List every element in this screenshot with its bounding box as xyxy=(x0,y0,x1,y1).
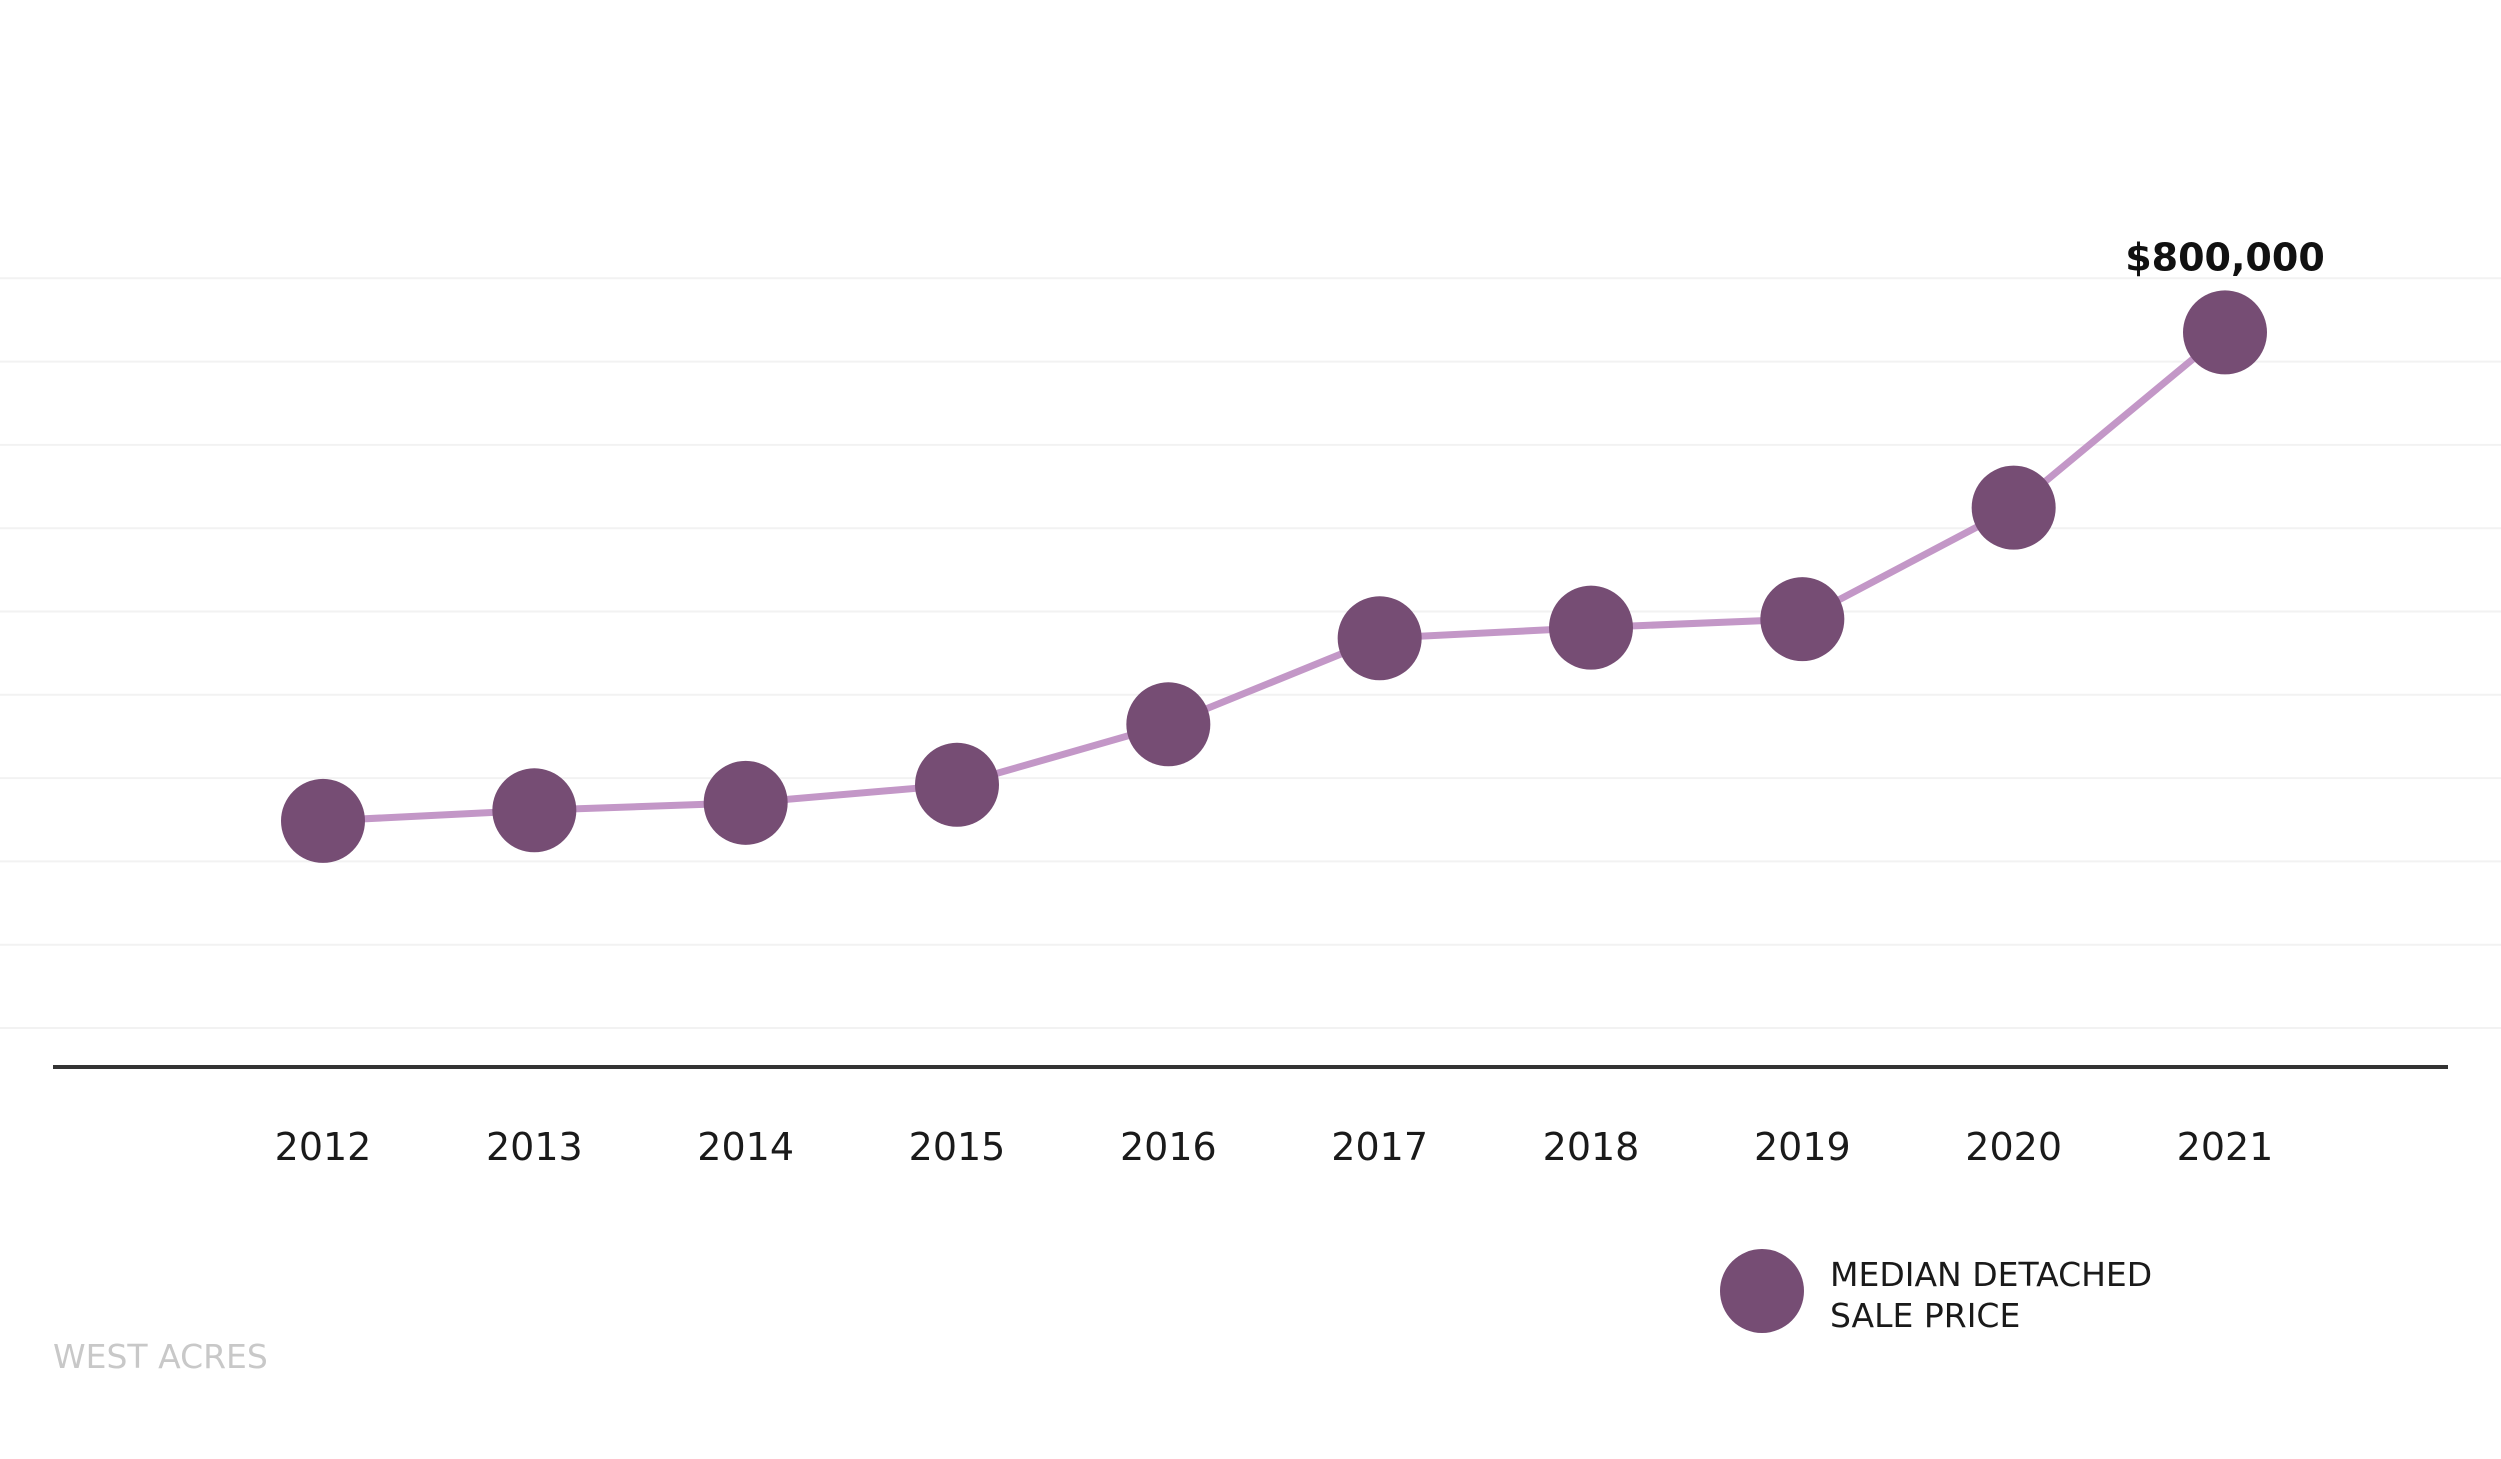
x-tick-label-2017: 2017 xyxy=(1331,1125,1428,1169)
x-tick-label-2014: 2014 xyxy=(697,1125,794,1169)
x-tick-label-2020: 2020 xyxy=(1965,1125,2062,1169)
legend-label-line-1: MEDIAN DETACHED xyxy=(1830,1255,2152,1294)
data-point-2014 xyxy=(703,760,788,845)
x-tick-label-2012: 2012 xyxy=(275,1125,372,1169)
x-tick-label-2013: 2013 xyxy=(486,1125,583,1169)
data-point-2019 xyxy=(1760,577,1845,662)
x-tick-label-2018: 2018 xyxy=(1543,1125,1640,1169)
series-line-median-detached-sale-price xyxy=(322,329,2228,825)
data-point-2016 xyxy=(1126,682,1211,767)
data-point-2021 xyxy=(2183,290,2267,375)
data-label-2021: $800,000 xyxy=(2125,235,2325,279)
legend-marker xyxy=(1720,1249,1804,1333)
x-tick-label-2015: 2015 xyxy=(909,1125,1006,1169)
x-tick-label-2019: 2019 xyxy=(1754,1125,1851,1169)
data-point-2015 xyxy=(915,742,999,827)
data-point-2013 xyxy=(492,768,577,853)
x-tick-labels: 2012 2013 2014 2015 2016 2017 2018 2019 2020 2021 xyxy=(275,1125,2274,1169)
legend: MEDIAN DETACHED SALE PRICE xyxy=(1720,1249,2152,1335)
watermark-west-acres: WEST ACRES xyxy=(53,1337,268,1376)
x-tick-label-2021: 2021 xyxy=(2177,1125,2274,1169)
gridlines xyxy=(0,277,2501,1029)
data-point-2017 xyxy=(1337,596,1422,681)
data-point-2012 xyxy=(281,778,365,863)
data-point-2018 xyxy=(1549,585,1633,670)
legend-label-line-2: SALE PRICE xyxy=(1830,1296,2020,1335)
data-markers xyxy=(281,290,2267,863)
x-tick-label-2016: 2016 xyxy=(1120,1125,1217,1169)
data-point-2020 xyxy=(1971,465,2056,550)
